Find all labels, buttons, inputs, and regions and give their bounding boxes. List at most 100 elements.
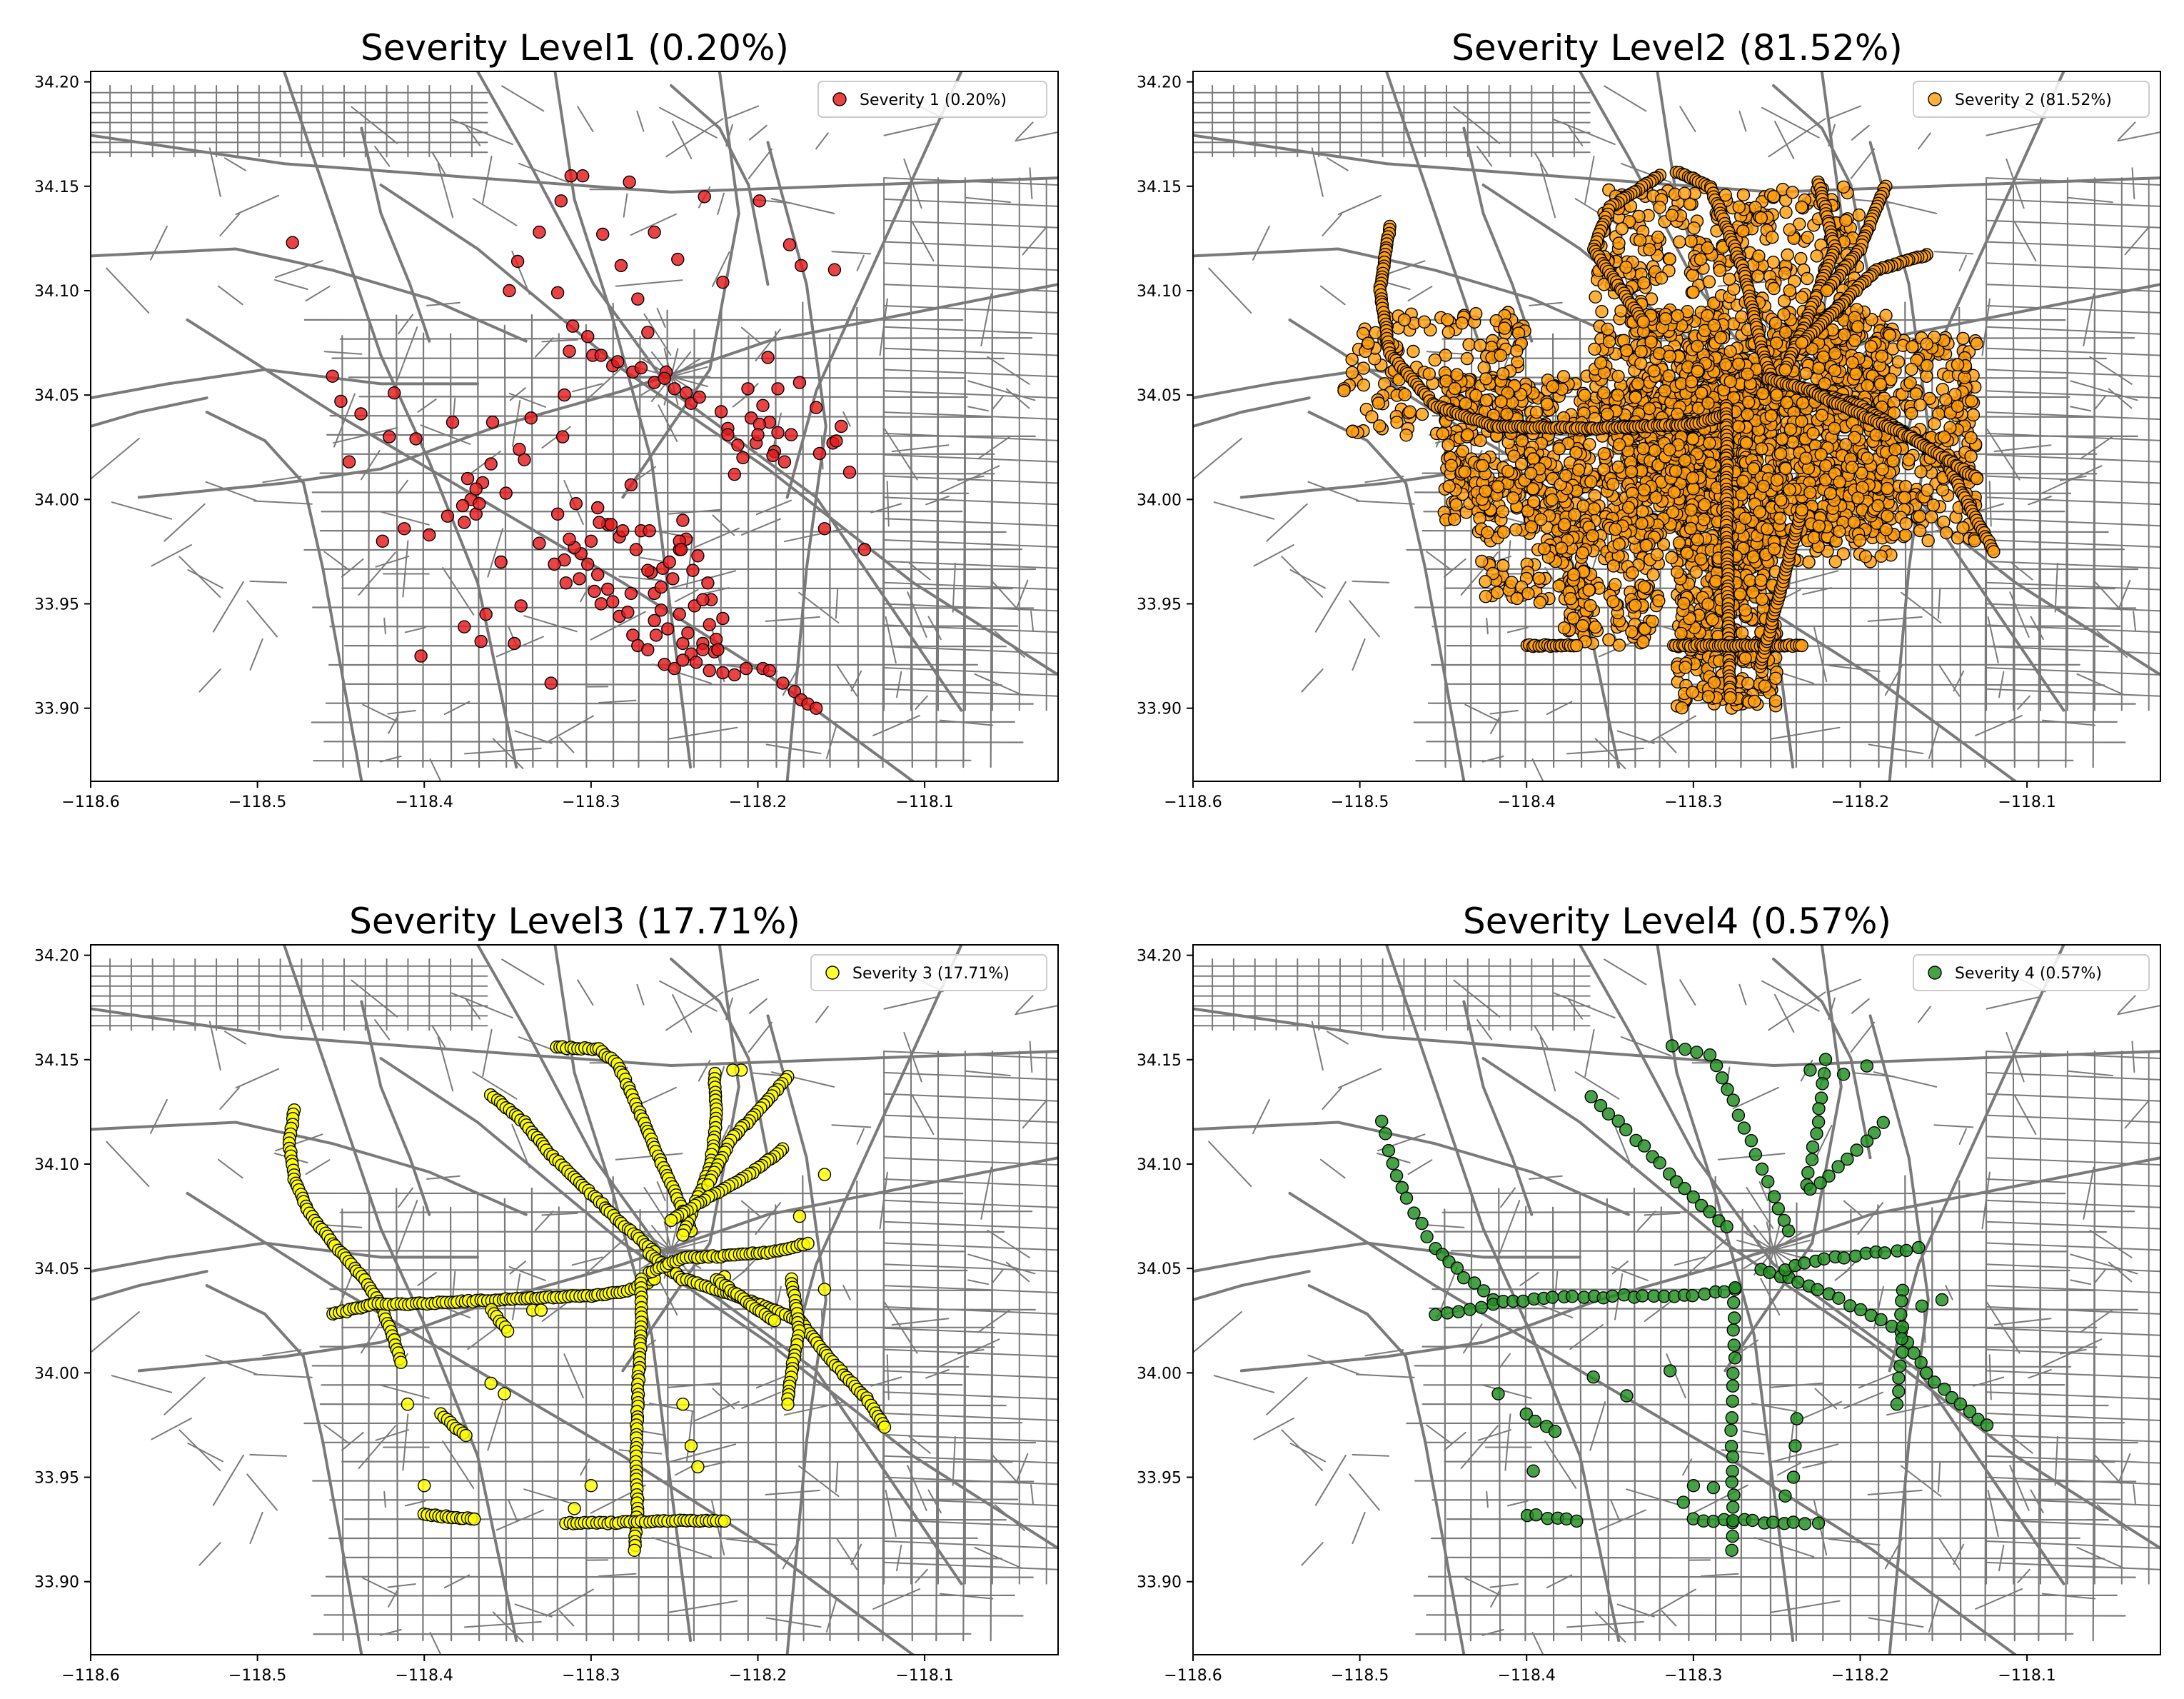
data-point <box>1636 315 1651 329</box>
data-point <box>1554 541 1569 555</box>
data-point <box>1583 438 1596 451</box>
data-point <box>761 351 775 364</box>
data-point <box>1636 442 1650 456</box>
data-point <box>1481 526 1494 539</box>
data-point <box>794 259 808 273</box>
data-point <box>1619 344 1634 358</box>
data-point <box>588 584 601 598</box>
data-point <box>1743 573 1757 587</box>
data-point <box>1637 276 1651 290</box>
data-point <box>1738 511 1752 525</box>
data-point <box>648 613 661 628</box>
data-point <box>1494 349 1508 362</box>
y-tick-label: 33.95 <box>1137 596 1182 614</box>
data-point <box>1687 221 1701 235</box>
data-point <box>1556 370 1571 384</box>
data-point <box>1678 453 1692 467</box>
data-point <box>1736 474 1750 488</box>
data-point <box>1731 357 1746 371</box>
data-point <box>1852 208 1866 222</box>
data-point <box>604 518 618 531</box>
data-point <box>1703 436 1716 450</box>
data-point <box>1755 442 1768 456</box>
data-point <box>641 326 655 339</box>
data-point <box>1612 638 1626 652</box>
data-point <box>1479 590 1493 603</box>
data-point <box>1515 434 1529 448</box>
data-point <box>1678 186 1691 200</box>
data-point <box>1914 465 1928 478</box>
data-point <box>809 401 823 414</box>
data-point <box>792 1209 807 1223</box>
data-point <box>1564 592 1578 606</box>
data-point <box>394 1355 408 1369</box>
data-point <box>584 1478 598 1493</box>
data-point <box>1795 291 1808 304</box>
data-point <box>689 656 703 669</box>
data-point <box>568 1502 581 1515</box>
data-point <box>1571 463 1586 477</box>
data-point <box>763 663 777 678</box>
data-point <box>1701 396 1715 410</box>
data-point <box>576 169 590 183</box>
data-point <box>1903 376 1917 389</box>
data-point <box>1694 552 1708 566</box>
data-point <box>1589 290 1602 304</box>
data-point <box>1803 486 1817 499</box>
data-point <box>1783 483 1796 496</box>
data-point <box>676 1397 690 1411</box>
data-point <box>563 344 576 358</box>
data-point <box>1357 379 1371 392</box>
data-point <box>1646 614 1659 628</box>
data-point <box>1920 359 1934 372</box>
data-point <box>423 528 436 542</box>
data-point <box>1875 349 1888 363</box>
data-point <box>1576 619 1589 633</box>
data-point <box>1869 428 1883 442</box>
data-point <box>1588 342 1601 356</box>
data-point <box>1873 378 1888 391</box>
data-point <box>698 190 711 204</box>
data-point <box>1770 473 1784 487</box>
data-point <box>1479 484 1492 498</box>
data-point <box>446 416 460 429</box>
data-point <box>1951 399 1965 414</box>
data-point <box>1665 551 1679 564</box>
data-point <box>1662 369 1676 383</box>
data-point <box>1597 386 1611 400</box>
data-point <box>701 576 715 590</box>
data-point <box>534 1303 548 1317</box>
data-point <box>1812 519 1826 533</box>
data-point <box>1761 522 1774 536</box>
data-point <box>1849 367 1863 381</box>
data-point <box>1802 555 1816 569</box>
data-point <box>1663 252 1676 266</box>
data-point <box>629 543 643 556</box>
data-point <box>1767 190 1781 204</box>
data-point <box>730 0 743 6</box>
data-point <box>1964 431 1978 445</box>
data-point <box>1633 234 1647 247</box>
data-point <box>1858 550 1873 563</box>
data-point <box>474 634 488 648</box>
data-point <box>728 468 742 481</box>
data-point <box>753 0 765 6</box>
data-point <box>1906 340 1919 354</box>
data-point <box>1814 448 1828 461</box>
data-point <box>1691 339 1704 353</box>
data-point <box>753 194 767 208</box>
data-point <box>1659 312 1673 326</box>
data-point <box>809 701 823 715</box>
data-point <box>1799 451 1813 465</box>
data-point <box>1679 661 1692 674</box>
data-point <box>1902 453 1916 466</box>
data-point <box>703 618 716 631</box>
data-point <box>1582 583 1596 597</box>
data-point <box>1595 305 1609 319</box>
data-point <box>1608 578 1622 591</box>
data-point <box>817 1283 832 1296</box>
panel-severity-2: Severity Level2 (81.52%)−118.6 −118.5 −118… <box>1137 27 2161 811</box>
data-point <box>1909 387 1923 401</box>
data-point <box>827 263 842 276</box>
data-point <box>835 419 848 433</box>
